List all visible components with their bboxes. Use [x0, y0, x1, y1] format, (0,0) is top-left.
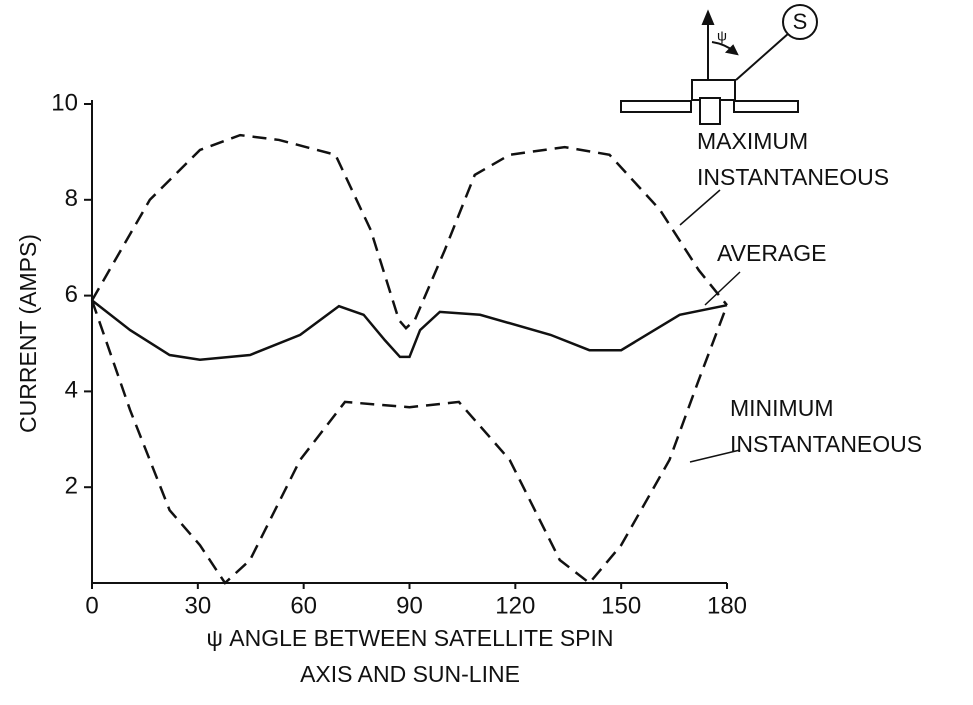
series-line: [90, 133, 728, 330]
leader-line: [679, 189, 721, 226]
x-tick-label: 150: [601, 592, 641, 619]
sun-circle: [782, 4, 818, 40]
solar-panel: [620, 100, 692, 113]
y-tick-label: 6: [65, 281, 78, 308]
arrow-head: [701, 9, 715, 25]
satellite-icon: S ψ: [620, 4, 818, 125]
y-axis-label: CURRENT (AMPS): [15, 234, 41, 433]
x-tick-label: 0: [85, 592, 98, 619]
x-tick-label: 60: [290, 592, 317, 619]
series-line: [91, 299, 728, 362]
annotation: INSTANTANEOUS: [697, 164, 889, 190]
sun-label: S: [793, 9, 808, 34]
series-line: [90, 299, 729, 585]
y-tick-label: 2: [65, 473, 78, 500]
annotation: AVERAGE: [717, 240, 827, 266]
sun-line: [735, 32, 790, 81]
satellite-base: [699, 97, 721, 125]
x-tick-label: 120: [495, 592, 535, 619]
angle-label: ψ: [717, 28, 727, 44]
x-tick-label: 30: [184, 592, 211, 619]
annotation: MINIMUM: [730, 395, 833, 421]
y-tick-label: 4: [65, 377, 78, 404]
x-axis-label: ψ ANGLE BETWEEN SATELLITE SPIN: [206, 625, 613, 651]
leader-line: [704, 271, 741, 306]
solar-panel: [733, 100, 799, 113]
x-axis-label: AXIS AND SUN-LINE: [300, 661, 520, 687]
x-tick-label: 90: [396, 592, 423, 619]
y-tick-label: 8: [65, 185, 78, 212]
y-tick-label: 10: [51, 89, 78, 116]
annotation: INSTANTANEOUS: [730, 431, 922, 457]
leader-line: [689, 449, 741, 463]
x-tick-label: 180: [707, 592, 747, 619]
arc-head: [724, 44, 739, 56]
annotation: MAXIMUM: [697, 128, 808, 154]
